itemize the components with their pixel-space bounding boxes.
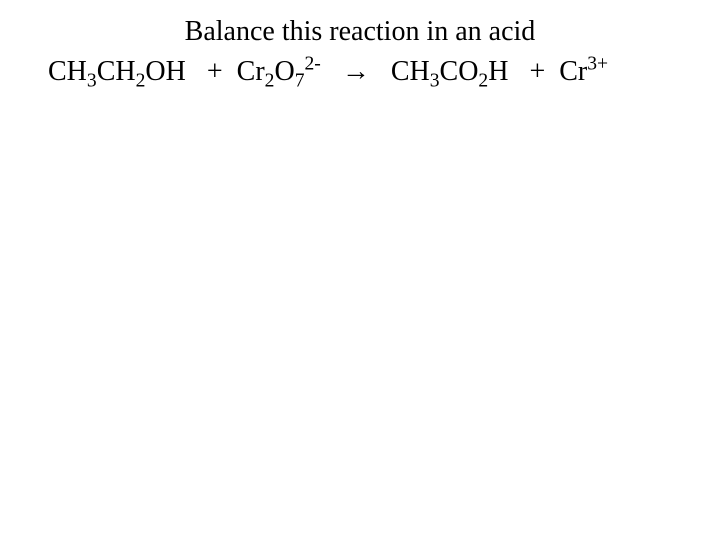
subscript: 2: [136, 71, 146, 92]
formula-part: H: [488, 56, 508, 87]
formula-part: CO: [440, 56, 479, 87]
product-1: CH3CO2H: [391, 56, 509, 87]
formula-part: CH: [391, 56, 430, 87]
reaction-equation: CH3CH2OH + Cr2O72- → CH3CO2H + Cr3+: [0, 53, 720, 89]
subscript: 2: [265, 71, 275, 92]
arrow-icon: →: [342, 55, 370, 86]
superscript: 2-: [304, 54, 320, 75]
formula-part: CH: [97, 56, 136, 87]
subscript: 3: [430, 71, 440, 92]
subscript: 3: [87, 71, 97, 92]
slide: Balance this reaction in an acid CH3CH2O…: [0, 0, 720, 540]
product-2: Cr3+: [559, 56, 608, 87]
plus-sign: +: [529, 56, 545, 87]
formula-part: Cr: [559, 56, 587, 87]
plus-sign: +: [207, 56, 223, 87]
formula-part: Cr: [237, 56, 265, 87]
formula-part: O: [274, 56, 294, 87]
subscript: 2: [478, 71, 488, 92]
formula-part: OH: [145, 56, 185, 87]
formula-part: CH: [48, 56, 87, 87]
subscript: 7: [295, 71, 305, 92]
reactant-1: CH3CH2OH: [48, 56, 186, 87]
reactant-2: Cr2O72-: [237, 56, 321, 87]
slide-title: Balance this reaction in an acid: [0, 14, 720, 49]
superscript: 3+: [587, 54, 608, 75]
